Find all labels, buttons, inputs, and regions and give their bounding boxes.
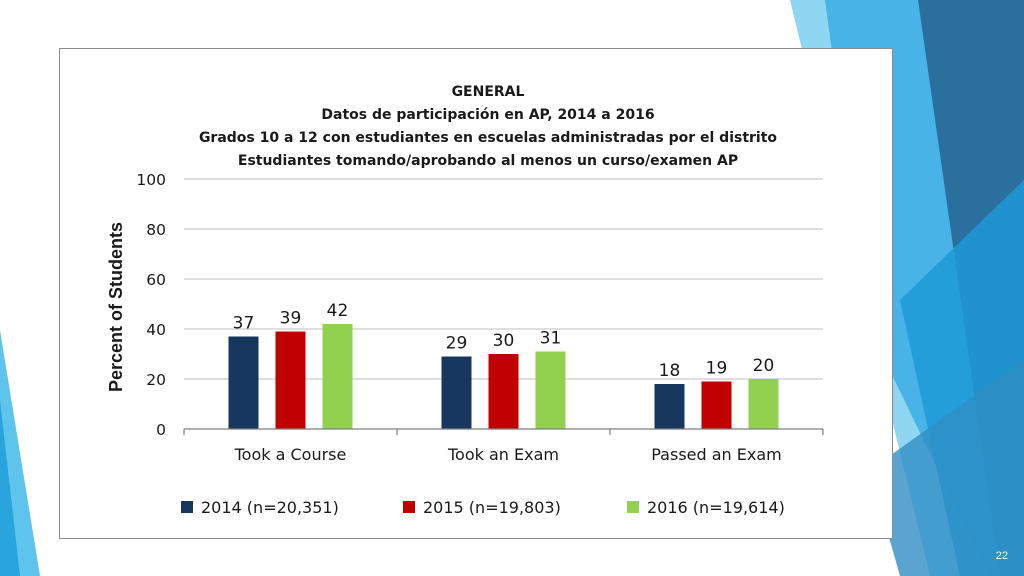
y-axis-ticks: 0 20 40 60 80 100 [136, 171, 166, 439]
data-label: 19 [706, 359, 728, 379]
legend: 2014 (n=20,351) 2015 (n=19,803) 2016 (n=19… [181, 498, 785, 517]
legend-label: 2014 (n=20,351) [201, 498, 339, 517]
y-tick-label: 100 [136, 171, 166, 189]
data-label: 37 [233, 314, 255, 334]
decor-shape [870, 360, 1024, 576]
data-label: 31 [540, 329, 562, 349]
decor-shape [0, 400, 20, 576]
legend-swatch [403, 501, 415, 513]
data-label: 20 [753, 356, 775, 376]
data-label: 39 [280, 309, 302, 329]
chart-title: GENERAL Datos de participación en AP, 201… [199, 84, 777, 169]
legend-swatch [181, 501, 193, 513]
data-label: 30 [493, 331, 515, 351]
data-label: 29 [446, 334, 468, 354]
bar [488, 354, 519, 429]
bar-chart: GENERAL Datos de participación en AP, 201… [106, 84, 824, 517]
bar [701, 381, 732, 429]
bar [228, 336, 259, 429]
category-label: Passed an Exam [651, 445, 782, 464]
legend-label: 2016 (n=19,614) [647, 498, 785, 517]
chart-title-line: GENERAL [452, 84, 525, 100]
chart-title-line: Estudiantes tomando/aprobando al menos u… [238, 153, 738, 169]
legend-swatch [627, 501, 639, 513]
bar [654, 384, 685, 429]
category-labels: Took a Course Took an Exam Passed an Exam [234, 445, 782, 464]
bar [535, 351, 566, 429]
chart-frame: GENERAL Datos de participación en AP, 201… [59, 48, 893, 539]
bars [228, 324, 779, 429]
bar [748, 379, 779, 429]
y-tick-label: 60 [146, 271, 166, 289]
y-tick-label: 0 [156, 421, 166, 439]
data-label: 18 [659, 361, 681, 381]
chart-title-line: Datos de participación en AP, 2014 a 201… [321, 107, 654, 123]
category-label: Took an Exam [447, 445, 559, 464]
category-label: Took a Course [234, 445, 347, 464]
legend-label: 2015 (n=19,803) [423, 498, 561, 517]
chart-title-line: Grados 10 a 12 con estudiantes en escuel… [199, 130, 777, 146]
bar [322, 324, 353, 429]
data-labels: 37 39 42 29 30 31 18 19 20 [233, 301, 775, 381]
y-tick-label: 40 [146, 321, 166, 339]
y-tick-label: 20 [146, 371, 166, 389]
bar [441, 356, 472, 429]
x-axis [183, 428, 824, 435]
page-number: 22 [995, 550, 1008, 562]
bar [275, 331, 306, 429]
y-tick-label: 80 [146, 221, 166, 239]
data-label: 42 [327, 301, 349, 321]
y-axis-label: Percent of Students [106, 222, 126, 392]
